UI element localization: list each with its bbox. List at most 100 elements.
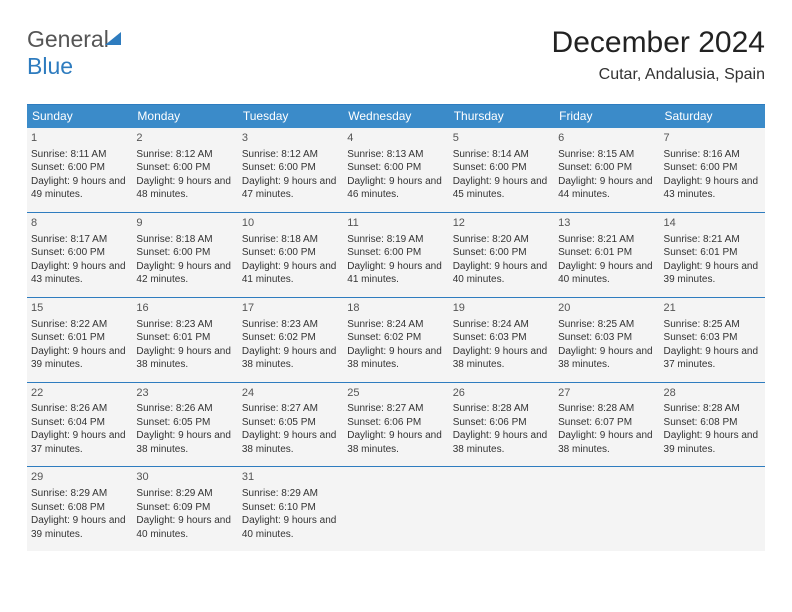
sunset-text: Sunset: 6:03 PM <box>558 331 655 345</box>
daylight-text: Daylight: 9 hours and 44 minutes. <box>558 175 655 202</box>
calendar: Sunday Monday Tuesday Wednesday Thursday… <box>27 104 765 551</box>
sunset-text: Sunset: 6:00 PM <box>31 161 128 175</box>
day-cell: 30Sunrise: 8:29 AMSunset: 6:09 PMDayligh… <box>132 467 237 551</box>
daylight-text: Daylight: 9 hours and 41 minutes. <box>242 260 339 287</box>
day-cell: 16Sunrise: 8:23 AMSunset: 6:01 PMDayligh… <box>132 298 237 382</box>
week-row: 8Sunrise: 8:17 AMSunset: 6:00 PMDaylight… <box>27 212 765 297</box>
sunset-text: Sunset: 6:03 PM <box>664 331 761 345</box>
day-number: 28 <box>664 386 761 401</box>
weekday-thu: Thursday <box>449 105 554 128</box>
day-number: 19 <box>453 301 550 316</box>
day-number: 27 <box>558 386 655 401</box>
sunrise-text: Sunrise: 8:14 AM <box>453 148 550 162</box>
day-number: 10 <box>242 216 339 231</box>
day-cell: 21Sunrise: 8:25 AMSunset: 6:03 PMDayligh… <box>660 298 765 382</box>
sunset-text: Sunset: 6:00 PM <box>242 161 339 175</box>
week-row: 29Sunrise: 8:29 AMSunset: 6:08 PMDayligh… <box>27 466 765 551</box>
day-cell: 10 Sunrise: 8:18 AMSunset: 6:00 PMDayligh… <box>238 213 343 297</box>
sunrise-text: Sunrise: 8:29 AM <box>31 487 128 501</box>
day-number: 21 <box>664 301 761 316</box>
day-number: 11 <box>347 216 444 231</box>
empty-cell <box>343 467 448 551</box>
sunset-text: Sunset: 6:06 PM <box>453 416 550 430</box>
day-cell: 13Sunrise: 8:21 AMSunset: 6:01 PMDayligh… <box>554 213 659 297</box>
sunset-text: Sunset: 6:10 PM <box>242 501 339 515</box>
day-cell: 27Sunrise: 8:28 AMSunset: 6:07 PMDayligh… <box>554 383 659 467</box>
sunrise-text: Sunrise: 8:28 AM <box>664 402 761 416</box>
day-number: 14 <box>664 216 761 231</box>
sunset-text: Sunset: 6:01 PM <box>31 331 128 345</box>
weekday-sat: Saturday <box>660 105 765 128</box>
day-cell: 9Sunrise: 8:18 AMSunset: 6:00 PMDaylight… <box>132 213 237 297</box>
sunrise-text: Sunrise: 8:11 AM <box>31 148 128 162</box>
sunrise-text: Sunrise: 8:26 AM <box>31 402 128 416</box>
sunrise-text: Sunrise: 8:12 AM <box>242 148 339 162</box>
daylight-text: Daylight: 9 hours and 39 minutes. <box>31 345 128 372</box>
sunrise-text: Sunrise: 8:28 AM <box>558 402 655 416</box>
sunrise-text: Sunrise: 8:18 AM <box>242 233 339 247</box>
sunrise-text: Sunrise: 8:23 AM <box>242 318 339 332</box>
day-cell: 3Sunrise: 8:12 AMSunset: 6:00 PMDaylight… <box>238 128 343 212</box>
day-cell: 2Sunrise: 8:12 AMSunset: 6:00 PMDaylight… <box>132 128 237 212</box>
day-number: 2 <box>136 131 233 146</box>
location-label: Cutar, Andalusia, Spain <box>599 66 765 84</box>
day-cell: 23Sunrise: 8:26 AMSunset: 6:05 PMDayligh… <box>132 383 237 467</box>
day-cell: 24Sunrise: 8:27 AMSunset: 6:05 PMDayligh… <box>238 383 343 467</box>
day-cell: 22Sunrise: 8:26 AMSunset: 6:04 PMDayligh… <box>27 383 132 467</box>
day-number: 1 <box>31 131 128 146</box>
sunrise-text: Sunrise: 8:24 AM <box>453 318 550 332</box>
sunset-text: Sunset: 6:00 PM <box>31 246 128 260</box>
sunrise-text: Sunrise: 8:27 AM <box>242 402 339 416</box>
daylight-text: Daylight: 9 hours and 38 minutes. <box>453 345 550 372</box>
day-cell: 4Sunrise: 8:13 AMSunset: 6:00 PMDaylight… <box>343 128 448 212</box>
sunset-text: Sunset: 6:05 PM <box>136 416 233 430</box>
logo-part2: Blue <box>27 53 73 79</box>
sunset-text: Sunset: 6:00 PM <box>453 161 550 175</box>
sunrise-text: Sunrise: 8:29 AM <box>242 487 339 501</box>
day-cell: 31Sunrise: 8:29 AMSunset: 6:10 PMDayligh… <box>238 467 343 551</box>
day-number: 13 <box>558 216 655 231</box>
daylight-text: Daylight: 9 hours and 37 minutes. <box>31 429 128 456</box>
sunrise-text: Sunrise: 8:15 AM <box>558 148 655 162</box>
daylight-text: Daylight: 9 hours and 49 minutes. <box>31 175 128 202</box>
week-row: 15Sunrise: 8:22 AMSunset: 6:01 PMDayligh… <box>27 297 765 382</box>
sunrise-text: Sunrise: 8:17 AM <box>31 233 128 247</box>
daylight-text: Daylight: 9 hours and 37 minutes. <box>664 345 761 372</box>
day-cell: 26Sunrise: 8:28 AMSunset: 6:06 PMDayligh… <box>449 383 554 467</box>
logo-sail-icon <box>103 24 123 51</box>
daylight-text: Daylight: 9 hours and 43 minutes. <box>664 175 761 202</box>
sunset-text: Sunset: 6:08 PM <box>664 416 761 430</box>
daylight-text: Daylight: 9 hours and 43 minutes. <box>31 260 128 287</box>
daylight-text: Daylight: 9 hours and 38 minutes. <box>136 429 233 456</box>
sunset-text: Sunset: 6:00 PM <box>347 161 444 175</box>
sunrise-text: Sunrise: 8:21 AM <box>558 233 655 247</box>
weeks-container: 1Sunrise: 8:11 AMSunset: 6:00 PMDaylight… <box>27 128 765 551</box>
day-number: 6 <box>558 131 655 146</box>
sunrise-text: Sunrise: 8:27 AM <box>347 402 444 416</box>
sunset-text: Sunset: 6:08 PM <box>31 501 128 515</box>
day-cell: 19Sunrise: 8:24 AMSunset: 6:03 PMDayligh… <box>449 298 554 382</box>
sunrise-text: Sunrise: 8:25 AM <box>558 318 655 332</box>
sunrise-text: Sunrise: 8:19 AM <box>347 233 444 247</box>
day-number: 3 <box>242 131 339 146</box>
day-cell: 7Sunrise: 8:16 AMSunset: 6:00 PMDaylight… <box>660 128 765 212</box>
day-number: 24 <box>242 386 339 401</box>
sunset-text: Sunset: 6:00 PM <box>242 246 339 260</box>
day-cell: 29Sunrise: 8:29 AMSunset: 6:08 PMDayligh… <box>27 467 132 551</box>
logo-part1: General <box>27 26 109 52</box>
brand-logo: General Blue <box>27 26 129 80</box>
daylight-text: Daylight: 9 hours and 38 minutes. <box>347 429 444 456</box>
day-number: 4 <box>347 131 444 146</box>
day-number: 9 <box>136 216 233 231</box>
day-cell: 14Sunrise: 8:21 AMSunset: 6:01 PMDayligh… <box>660 213 765 297</box>
day-cell: 12Sunrise: 8:20 AMSunset: 6:00 PMDayligh… <box>449 213 554 297</box>
day-cell: 25Sunrise: 8:27 AMSunset: 6:06 PMDayligh… <box>343 383 448 467</box>
sunset-text: Sunset: 6:00 PM <box>136 161 233 175</box>
daylight-text: Daylight: 9 hours and 38 minutes. <box>558 345 655 372</box>
week-row: 22Sunrise: 8:26 AMSunset: 6:04 PMDayligh… <box>27 382 765 467</box>
day-number: 12 <box>453 216 550 231</box>
daylight-text: Daylight: 9 hours and 39 minutes. <box>664 260 761 287</box>
day-number: 25 <box>347 386 444 401</box>
day-number: 17 <box>242 301 339 316</box>
day-cell: 11Sunrise: 8:19 AMSunset: 6:00 PMDayligh… <box>343 213 448 297</box>
